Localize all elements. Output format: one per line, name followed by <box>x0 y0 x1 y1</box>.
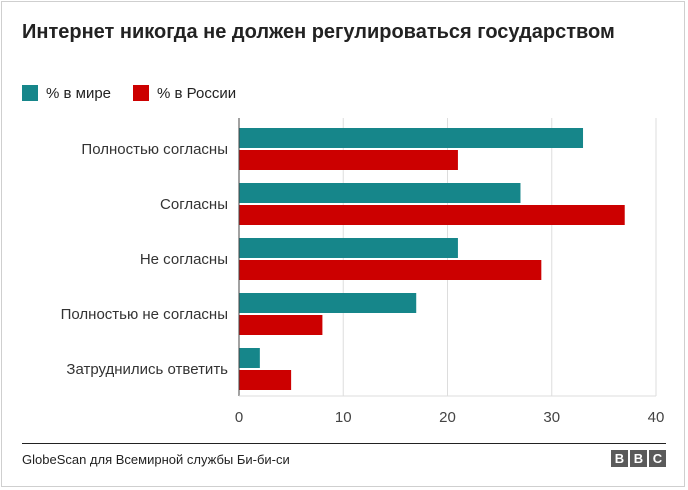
chart-title: Интернет никогда не должен регулироватьс… <box>22 21 615 43</box>
category-label: Не согласны <box>140 251 228 268</box>
bar-russia <box>239 370 292 390</box>
bar-russia <box>239 150 458 170</box>
x-tick-label: 0 <box>235 409 243 426</box>
bar-world <box>239 293 417 313</box>
bbc-logo-letter: B <box>630 450 647 467</box>
footer-divider <box>22 443 666 444</box>
bar-world <box>239 348 260 368</box>
bbc-logo-letter: C <box>649 450 666 467</box>
bar-russia <box>239 205 625 225</box>
bbc-logo-letter: B <box>611 450 628 467</box>
legend-swatch-world <box>22 85 38 101</box>
bar-russia <box>239 315 323 335</box>
legend: % в мире % в России <box>22 84 258 102</box>
category-label: Полностью не согласны <box>61 306 228 323</box>
bar-chart: 0 10 20 30 40 Полностью согласны Согласны Не со… <box>61 118 665 426</box>
bbc-logo: B B C <box>611 450 666 467</box>
bar-world <box>239 128 584 148</box>
legend-item-world: % в мире <box>22 85 111 102</box>
source-note: GlobeScan для Всемирной службы Би-би-си <box>22 452 290 467</box>
bar-world <box>239 183 521 203</box>
bar-russia <box>239 260 542 280</box>
category-label: Затруднились ответить <box>66 361 228 378</box>
x-tick-label: 20 <box>439 409 456 426</box>
legend-label-world: % в мире <box>46 84 112 102</box>
category-label: Согласны <box>160 196 228 213</box>
bar-world <box>239 238 458 258</box>
x-tick-label: 40 <box>648 409 665 426</box>
legend-label-russia: % в России <box>157 84 237 102</box>
x-tick-label: 30 <box>543 409 560 426</box>
x-tick-label: 10 <box>335 409 352 426</box>
category-label: Полностью согласны <box>81 141 228 158</box>
legend-item-russia: % в России <box>133 85 236 102</box>
legend-swatch-russia <box>133 85 150 101</box>
